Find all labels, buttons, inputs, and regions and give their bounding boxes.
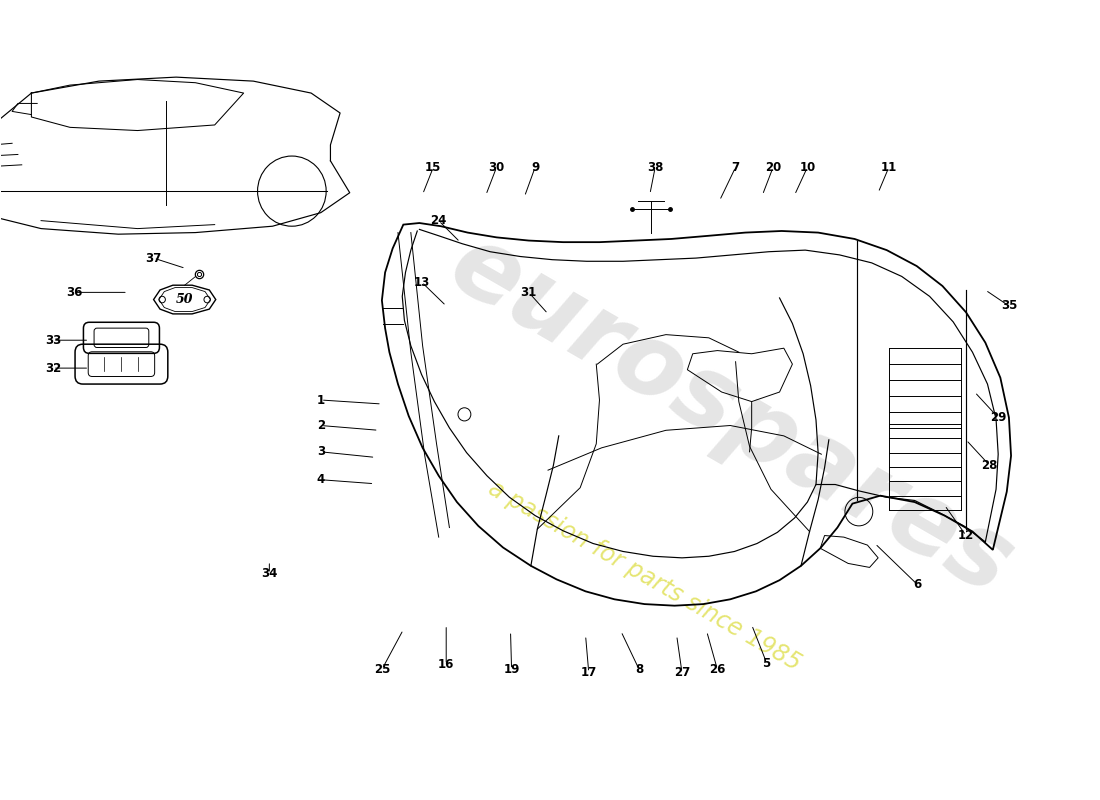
Text: 6: 6	[914, 578, 922, 591]
Text: 16: 16	[438, 658, 454, 671]
Text: 32: 32	[45, 362, 60, 374]
Text: 50: 50	[176, 293, 194, 306]
Text: 37: 37	[145, 251, 162, 265]
Text: 5: 5	[762, 657, 771, 670]
Text: 2: 2	[317, 419, 324, 432]
Text: 25: 25	[374, 663, 390, 676]
Text: 15: 15	[426, 161, 441, 174]
Text: 36: 36	[66, 286, 82, 299]
Text: eurospares: eurospares	[432, 216, 1028, 616]
Text: 31: 31	[520, 286, 537, 299]
Text: 9: 9	[531, 161, 539, 174]
Text: 3: 3	[317, 446, 324, 458]
Text: 8: 8	[635, 663, 643, 676]
Text: 12: 12	[958, 529, 975, 542]
Text: 38: 38	[647, 161, 663, 174]
Text: 34: 34	[261, 567, 277, 580]
Text: 35: 35	[1001, 299, 1018, 313]
Text: 10: 10	[800, 161, 815, 174]
Text: 30: 30	[488, 161, 505, 174]
Text: 33: 33	[45, 334, 60, 346]
Text: 26: 26	[710, 663, 726, 676]
Text: 11: 11	[881, 161, 896, 174]
Text: 4: 4	[317, 474, 324, 486]
Text: a passion for parts since 1985: a passion for parts since 1985	[484, 476, 805, 675]
Text: 1: 1	[317, 394, 324, 406]
Text: 20: 20	[764, 161, 781, 174]
Text: 24: 24	[430, 214, 447, 227]
Text: 27: 27	[674, 666, 690, 679]
Text: 29: 29	[990, 411, 1006, 424]
Text: 13: 13	[414, 275, 430, 289]
Text: 19: 19	[504, 663, 520, 676]
Text: 17: 17	[581, 666, 597, 679]
Text: 28: 28	[981, 459, 998, 472]
Text: 7: 7	[732, 161, 739, 174]
